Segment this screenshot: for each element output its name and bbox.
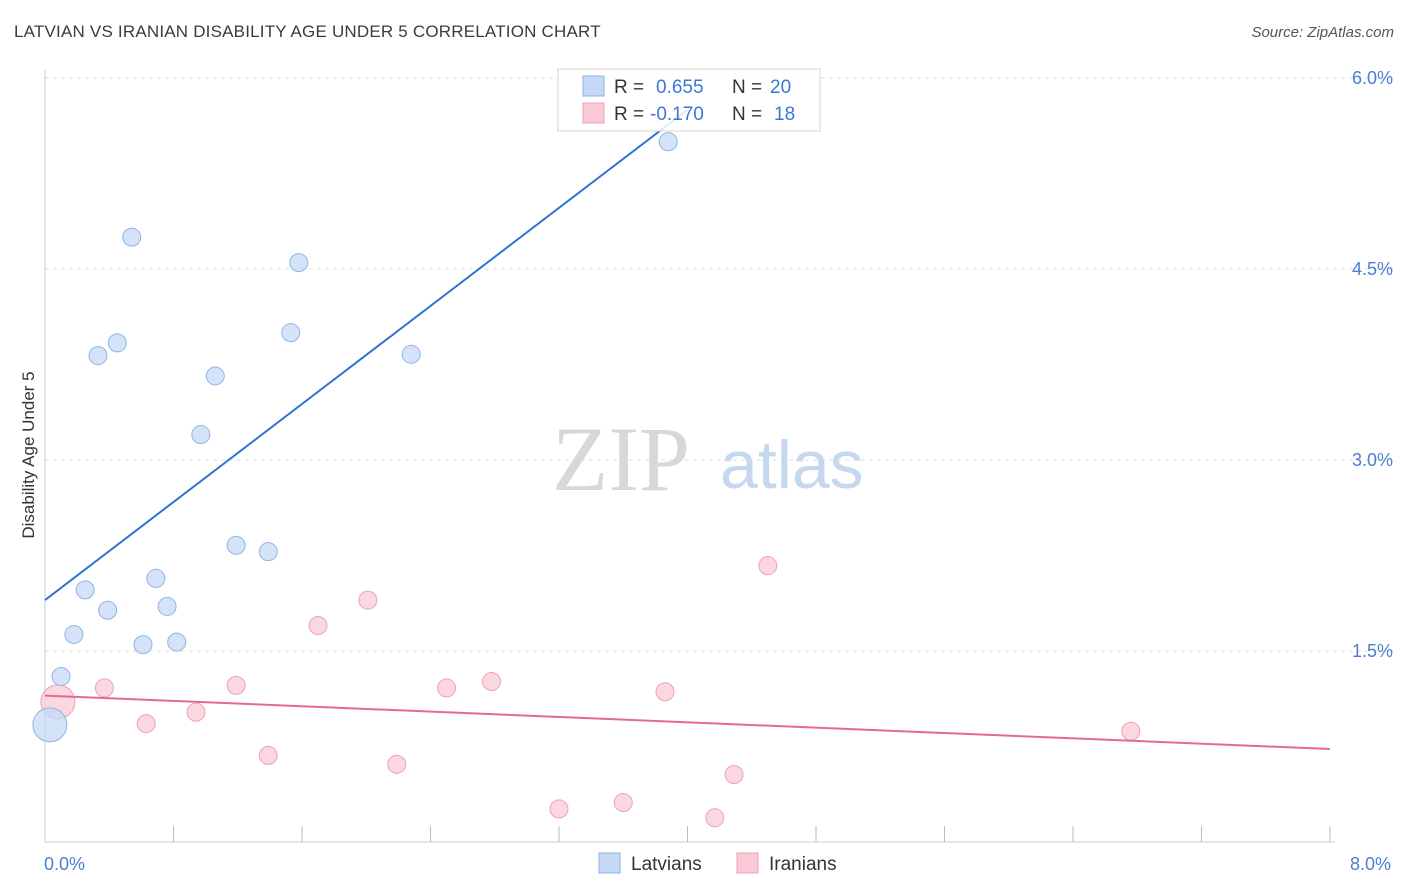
y-axis-label: Disability Age Under 5 [19, 371, 38, 538]
watermark-zip: ZIP [552, 408, 690, 510]
point-latvians [146, 568, 166, 588]
trend-line-iranians [44, 694, 1331, 751]
trend-line-latvians [44, 109, 689, 601]
point-latvians [122, 227, 142, 247]
bottom-legend-label-iranians: Iranians [769, 854, 837, 875]
legend-box: R = 0.655 N = 20 R = -0.170 N = 18 [557, 68, 821, 132]
series-iranians-points [40, 556, 1141, 828]
y-tick-label: 3.0% [1352, 450, 1393, 470]
gridlines [45, 77, 1395, 652]
legend-r-label-latvians: R = [614, 77, 644, 98]
point-latvians [107, 333, 127, 353]
point-iranians [482, 672, 502, 692]
point-iranians [358, 590, 378, 610]
bottom-legend-swatch-iranians [736, 852, 759, 874]
legend-swatch-latvians [582, 75, 605, 97]
point-iranians [549, 799, 569, 819]
watermark-atlas: atlas [720, 427, 864, 503]
legend-r-value-iranians: -0.170 [650, 104, 704, 125]
y-tick-label: 1.5% [1352, 641, 1393, 661]
point-latvians [289, 253, 309, 273]
y-tick-label: 4.5% [1352, 259, 1393, 279]
point-iranians [226, 675, 246, 695]
point-iranians [1121, 721, 1141, 741]
point-latvians [133, 635, 153, 655]
legend-r-label-iranians: R = [614, 104, 644, 125]
y-tick-label: 6.0% [1352, 68, 1393, 88]
legend-swatch-iranians [582, 102, 605, 124]
y-tick-labels: 1.5% 3.0% 4.5% 6.0% [1352, 68, 1393, 661]
point-latvians [205, 366, 225, 386]
series-latvians-points [32, 132, 678, 743]
point-latvians [258, 542, 278, 562]
source-label: Source: ZipAtlas.com [1251, 24, 1394, 41]
point-latvians [88, 346, 108, 366]
legend-n-label-iranians: N = [732, 104, 762, 125]
point-iranians [613, 793, 633, 813]
point-latvians [32, 707, 68, 743]
point-latvians [191, 425, 211, 445]
point-latvians [401, 344, 421, 364]
bottom-legend: Latvians Iranians [598, 852, 837, 875]
x-tick-marks [173, 826, 1331, 842]
point-latvians [98, 600, 118, 620]
legend-n-value-iranians: 18 [774, 104, 795, 125]
point-latvians [51, 666, 71, 686]
point-latvians [167, 632, 187, 652]
point-iranians [655, 682, 675, 702]
bottom-legend-swatch-latvians [598, 852, 621, 874]
point-iranians [758, 556, 778, 576]
watermark: ZIP atlas [552, 408, 864, 510]
point-latvians [226, 535, 246, 555]
point-iranians [724, 765, 744, 785]
point-iranians [94, 678, 114, 698]
point-iranians [387, 754, 407, 774]
chart-title: LATVIAN VS IRANIAN DISABILITY AGE UNDER … [14, 22, 601, 41]
point-latvians [75, 580, 95, 600]
point-iranians [136, 714, 156, 734]
point-latvians [64, 624, 84, 644]
legend-n-label-latvians: N = [732, 77, 762, 98]
point-latvians [157, 596, 177, 616]
point-iranians [705, 808, 725, 828]
point-iranians [437, 678, 457, 698]
point-iranians [308, 616, 328, 636]
x-tick-label-min: 0.0% [44, 854, 85, 874]
point-iranians [258, 745, 278, 765]
legend-n-value-latvians: 20 [770, 77, 791, 98]
x-tick-label-max: 8.0% [1350, 854, 1391, 874]
point-latvians [281, 323, 301, 343]
point-latvians [658, 132, 678, 152]
bottom-legend-label-latvians: Latvians [631, 854, 702, 875]
legend-r-value-latvians: 0.655 [656, 77, 704, 98]
point-iranians [186, 702, 206, 722]
